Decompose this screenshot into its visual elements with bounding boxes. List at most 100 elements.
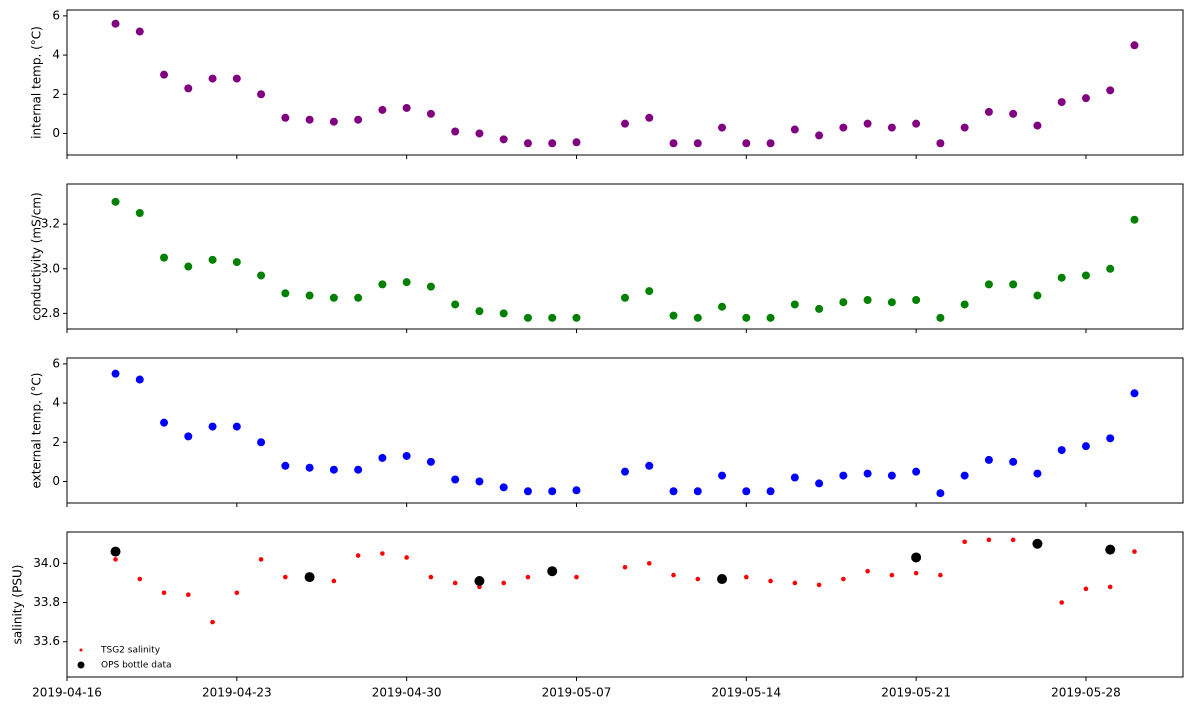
- data-point: [474, 575, 485, 586]
- data-point: [402, 278, 411, 287]
- data-point: [645, 461, 654, 470]
- data-point: [475, 307, 484, 316]
- data-point: [329, 293, 338, 302]
- data-point: [693, 313, 702, 322]
- data-point: [111, 369, 120, 378]
- y-tick-label: 4: [52, 48, 60, 62]
- data-point: [693, 139, 702, 148]
- data-point: [525, 574, 531, 580]
- x-tick-label: 2019-04-23: [202, 686, 272, 700]
- data-point: [354, 465, 363, 474]
- data-point: [329, 465, 338, 474]
- data-point: [815, 304, 824, 313]
- data-point: [354, 115, 363, 124]
- data-point: [887, 471, 896, 480]
- data-point: [865, 568, 870, 574]
- data-point: [718, 123, 727, 132]
- data-point: [426, 457, 435, 466]
- data-point: [111, 197, 120, 206]
- data-point: [646, 561, 652, 566]
- data-point: [962, 539, 967, 545]
- x-tick-label: 2019-05-07: [542, 686, 612, 700]
- data-point: [281, 113, 290, 122]
- data-point: [1130, 389, 1139, 398]
- data-point: [499, 483, 508, 492]
- data-point: [1130, 41, 1139, 50]
- data-point: [160, 253, 169, 262]
- data-point: [257, 271, 266, 280]
- data-point: [135, 27, 144, 36]
- data-point: [161, 590, 167, 596]
- data-point: [839, 471, 848, 480]
- data-point: [305, 115, 314, 124]
- data-point: [863, 469, 872, 478]
- data-point: [621, 119, 629, 128]
- data-point: [742, 139, 751, 148]
- data-point: [742, 487, 751, 496]
- data-point: [305, 463, 314, 472]
- data-point: [160, 418, 169, 427]
- data-point: [452, 580, 458, 586]
- x-tick-label: 2019-04-30: [372, 686, 442, 700]
- data-point: [110, 546, 121, 557]
- data-point: [184, 262, 193, 271]
- data-point: [331, 578, 337, 584]
- data-point: [766, 487, 775, 496]
- data-point: [693, 487, 702, 496]
- data-point: [1009, 280, 1018, 289]
- data-point: [936, 139, 945, 148]
- data-point: [815, 131, 824, 140]
- data-point: [137, 576, 143, 582]
- data-point: [111, 19, 120, 28]
- data-point: [184, 432, 193, 441]
- data-point: [645, 113, 654, 122]
- data-point: [1032, 538, 1043, 549]
- data-point: [1059, 600, 1064, 605]
- data-point: [523, 487, 532, 496]
- data-point: [1009, 109, 1018, 118]
- data-point: [208, 422, 217, 431]
- data-point: [1057, 446, 1066, 455]
- y-tick-label: 2: [52, 87, 60, 101]
- data-point: [766, 139, 775, 148]
- data-point: [574, 574, 579, 580]
- data-point: [984, 107, 993, 116]
- legend-label: TSG2 salinity: [100, 646, 161, 656]
- data-point: [1083, 586, 1089, 592]
- x-tick-label: 2019-05-14: [711, 686, 781, 700]
- data-point: [572, 486, 581, 495]
- data-point: [186, 592, 191, 598]
- data-point: [404, 555, 409, 560]
- data-point: [210, 619, 215, 625]
- data-point: [548, 139, 557, 148]
- data-point: [572, 138, 581, 147]
- data-point: [355, 553, 361, 558]
- data-point: [936, 489, 945, 498]
- data-point: [984, 280, 993, 289]
- data-point: [304, 572, 315, 583]
- data-point: [913, 570, 919, 576]
- data-point: [1009, 457, 1018, 466]
- y-tick-label: 0: [52, 126, 60, 140]
- data-point: [329, 117, 338, 126]
- data-point: [208, 255, 217, 264]
- data-point: [232, 422, 241, 431]
- data-point: [960, 471, 969, 480]
- data-point: [863, 296, 872, 304]
- data-point: [1033, 121, 1042, 130]
- data-point: [160, 70, 169, 79]
- data-point: [354, 293, 363, 302]
- data-point: [451, 475, 460, 484]
- data-point: [1057, 98, 1066, 107]
- data-point: [742, 313, 751, 322]
- data-point: [621, 467, 629, 476]
- data-point: [766, 313, 775, 322]
- data-point: [257, 90, 266, 99]
- data-point: [523, 313, 532, 322]
- data-point: [184, 84, 193, 93]
- y-tick-label: 2: [52, 435, 60, 449]
- y-tick-label: 0: [52, 474, 60, 488]
- data-point: [1106, 434, 1115, 443]
